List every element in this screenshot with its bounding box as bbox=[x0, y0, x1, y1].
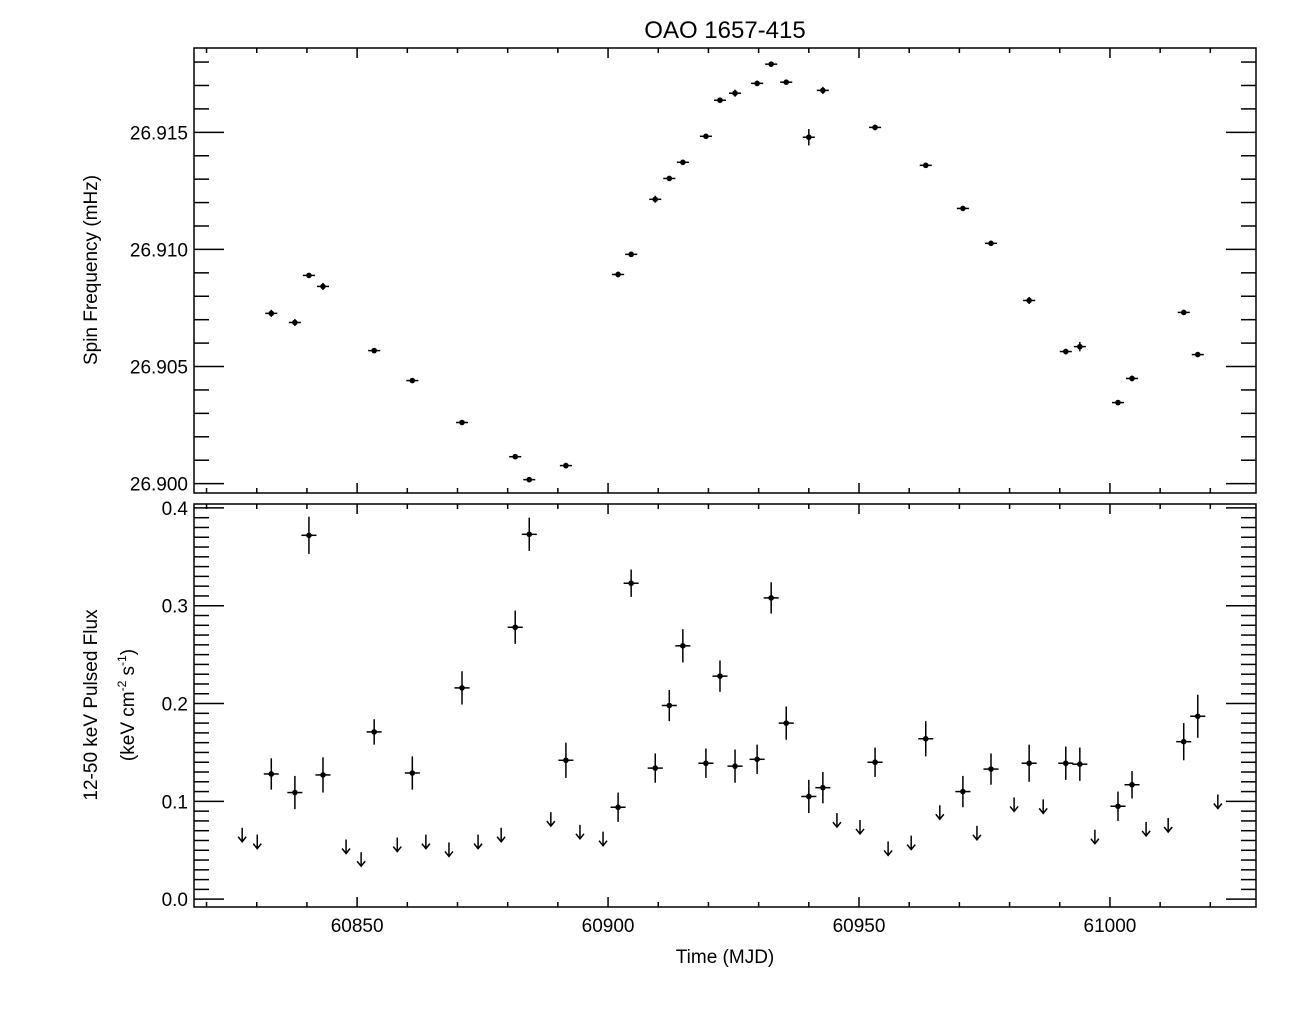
arrow-head bbox=[1213, 803, 1223, 810]
y-tick-label: 26.900 bbox=[130, 475, 188, 496]
upper-limit-arrow bbox=[935, 805, 945, 821]
ylabel-sup: -2 bbox=[115, 680, 129, 691]
top-y-axis-label: Spin Frequency (mHz) bbox=[81, 175, 102, 365]
x-axis-label: Time (MJD) bbox=[676, 947, 775, 968]
plot-frame bbox=[193, 503, 1257, 908]
y-tick-label: 0.1 bbox=[162, 792, 188, 813]
upper-limit-arrow bbox=[855, 819, 865, 836]
upper-limit-arrow bbox=[1141, 821, 1151, 838]
arrow-head bbox=[421, 843, 431, 850]
y-tick-label: 26.910 bbox=[130, 240, 188, 261]
arrow-head bbox=[972, 834, 982, 842]
y-tick-label: 0.4 bbox=[162, 499, 189, 520]
upper-limit-arrow bbox=[1038, 799, 1048, 815]
upper-limit-arrow bbox=[473, 834, 483, 850]
arrow-head bbox=[1090, 838, 1100, 845]
arrow-head bbox=[598, 840, 608, 847]
upper-limit-arrow bbox=[906, 835, 916, 851]
upper-limit-arrow bbox=[341, 839, 351, 855]
arrow-head bbox=[575, 833, 585, 841]
pulsed-flux-panel: 0.0 0.1 0.2 0.3 0.4 60850 60900 60950 61000 bbox=[162, 499, 1257, 937]
arrow-head bbox=[237, 836, 247, 843]
upper-limit-arrow bbox=[444, 842, 454, 858]
plot-frame bbox=[193, 47, 1257, 494]
arrow-head bbox=[1038, 807, 1048, 815]
arrow-head bbox=[883, 849, 893, 857]
upper-limit-arrow bbox=[883, 841, 893, 857]
ylabel-part: ) bbox=[118, 649, 139, 655]
upper-limit-arrow bbox=[237, 827, 247, 843]
upper-limit-arrow bbox=[1213, 794, 1223, 810]
chart-title: OAO 1657-415 bbox=[644, 17, 805, 44]
arrow-head bbox=[1009, 805, 1019, 813]
upper-limit-arrow bbox=[1090, 829, 1100, 845]
spin-frequency-panel: 26.900 26.905 26.910 26.915 bbox=[130, 47, 1257, 496]
upper-limit-arrow bbox=[252, 834, 262, 850]
x-tick-label: 60850 bbox=[331, 916, 384, 937]
arrow-head bbox=[496, 836, 506, 843]
upper-limit-arrow bbox=[392, 837, 402, 853]
upper-limit-arrow bbox=[1163, 817, 1173, 834]
arrow-head bbox=[252, 843, 262, 850]
arrow-head bbox=[444, 850, 454, 858]
upper-limit-arrow bbox=[421, 834, 431, 850]
ylabel-part: s bbox=[118, 666, 139, 681]
y-tick-label: 0.0 bbox=[162, 890, 188, 911]
y-tick-label: 26.915 bbox=[130, 123, 188, 144]
x-tick-label: 60900 bbox=[582, 916, 635, 937]
arrow-head bbox=[546, 820, 556, 828]
upper-limit-arrow bbox=[1009, 797, 1019, 813]
x-tick-label: 61000 bbox=[1084, 916, 1137, 937]
bottom-y-axis-label-line1: 12-50 keV Pulsed Flux bbox=[81, 609, 102, 801]
upper-limit-arrow bbox=[496, 827, 506, 843]
arrow-head bbox=[855, 828, 865, 836]
upper-limit-arrow bbox=[972, 825, 982, 842]
arrow-head bbox=[473, 843, 483, 850]
arrow-head bbox=[392, 846, 402, 853]
y-tick-label: 0.2 bbox=[162, 695, 188, 716]
y-tick-label: 26.905 bbox=[130, 358, 188, 379]
x-tick-label: 60950 bbox=[833, 916, 886, 937]
arrow-head bbox=[832, 821, 842, 829]
bottom-y-axis-label-line2: (keV cm-2 s-1) bbox=[115, 649, 139, 761]
upper-limit-arrow bbox=[356, 852, 366, 868]
arrow-head bbox=[906, 844, 916, 851]
arrow-head bbox=[1141, 830, 1151, 838]
arrow-head bbox=[341, 848, 351, 855]
ylabel-sup: -1 bbox=[115, 655, 129, 666]
arrow-head bbox=[935, 813, 945, 821]
upper-limit-arrow bbox=[575, 824, 585, 841]
y-tick-label: 0.3 bbox=[162, 597, 188, 618]
upper-limit-arrow bbox=[832, 813, 842, 829]
arrow-head bbox=[1163, 826, 1173, 834]
arrow-head bbox=[356, 860, 366, 868]
ylabel-part: (keV cm bbox=[118, 691, 139, 761]
upper-limit-arrow bbox=[598, 831, 608, 847]
upper-limit-arrow bbox=[546, 812, 556, 828]
